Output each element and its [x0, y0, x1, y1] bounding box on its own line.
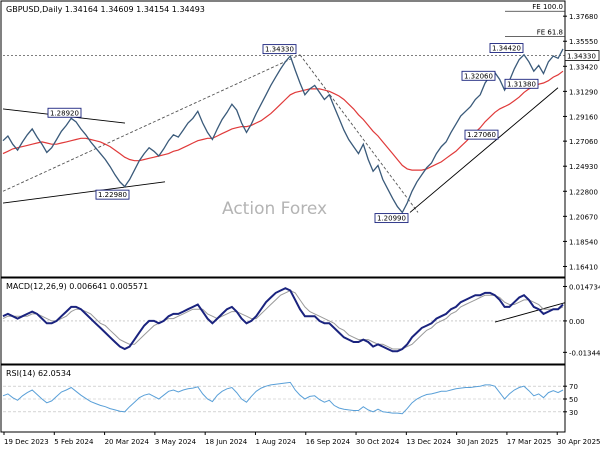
macd-y-tick-label: 0.014734: [569, 283, 600, 291]
rising-dashed-line: [2, 54, 301, 192]
annotation-box: [374, 213, 409, 224]
macd-signal-line: [2, 289, 564, 350]
watermark: Action Forex: [222, 199, 327, 219]
price-y-tick-label: 1.20670: [569, 213, 598, 221]
x-tick-label: 13 Dec 2024: [406, 438, 451, 446]
x-tick-label: 17 Mar 2025: [507, 438, 551, 446]
fib-level-label: FE 100.0: [532, 3, 563, 11]
x-tick-label: 30 Apr 2025: [557, 438, 600, 446]
macd-trendline: [494, 302, 566, 323]
price-y-tick-label: 1.27060: [569, 138, 598, 146]
price-panel-title: GBPUSD,Daily 1.34164 1.34609 1.34154 1.3…: [6, 5, 205, 14]
trendlines: [2, 54, 566, 323]
rising-support-line: [409, 87, 559, 213]
macd-panel-title: MACD(12,26,9) 0.006641 0.005571: [6, 282, 148, 291]
price-y-tick-label: 1.22800: [569, 188, 598, 196]
x-tick-labels: 19 Dec 2023 5 Feb 2024 20 Mar 2024 3 May 20…: [3, 432, 600, 446]
channel-lower-line: [2, 181, 166, 204]
annotation-label: 1.34330: [265, 46, 294, 54]
annotation-label: 1.22980: [98, 191, 127, 199]
annotation-label: 1.27060: [467, 131, 496, 139]
fib-levels: FE 100.0 FE 61.8: [505, 3, 565, 37]
falling-dashed-line: [299, 54, 419, 213]
macd-line: [2, 287, 564, 353]
x-tick-label: 1 Aug 2024: [255, 438, 296, 446]
annotation-label: 1.31380: [507, 80, 536, 88]
x-tick-label: 20 Mar 2024: [105, 438, 150, 446]
x-tick-label: 18 Jun 2024: [205, 438, 248, 446]
rsi-line: [2, 381, 564, 415]
x-tick-label: 30 Jan 2025: [457, 438, 499, 446]
price-y-tick-label: 1.24930: [569, 163, 598, 171]
rsi-y-tick-label: 50: [569, 396, 578, 404]
annotation-box: [461, 70, 496, 81]
macd-y-tick-label: 0.00: [569, 318, 585, 326]
price-y-tick-label: 1.29160: [569, 113, 598, 121]
x-tick-label: 16 Sep 2024: [306, 438, 351, 446]
price-y-tick-label: 1.31290: [569, 88, 598, 96]
price-y-tick-label: 1.18540: [569, 238, 598, 246]
annotation-box: [464, 129, 499, 140]
rsi-panel-title: RSI(14) 62.0534: [6, 369, 71, 378]
price-annotations: 1.28920 1.22980 1.34330 1.20990 1.27060 1.320…: [47, 43, 539, 224]
x-tick-label: 30 Oct 2024: [356, 438, 400, 446]
annotation-label: 1.34420: [492, 45, 521, 53]
rsi-y-tick-label: 70: [569, 383, 578, 391]
annotation-label: 1.20990: [377, 215, 406, 223]
annotation-box: [262, 44, 297, 55]
fib-level-label: FE 61.8: [537, 29, 563, 37]
price-panel-frame: [0, 0, 566, 278]
current-price-tag: [564, 50, 600, 61]
grid-lines: [3, 55, 565, 413]
price-y-tick-label: 1.33420: [569, 63, 598, 71]
rsi-y-tick-label: 30: [569, 409, 578, 417]
price-line: [2, 48, 564, 214]
annotation-box: [95, 189, 130, 200]
annotation-box: [47, 107, 82, 118]
x-tick-label: 3 May 2024: [155, 438, 197, 446]
x-tick-label: 5 Feb 2024: [54, 438, 94, 446]
annotation-box: [504, 78, 539, 89]
annotation-box: [489, 43, 524, 53]
y-tick-labels: 1.37680 1.35550 1.33420 1.31290 1.29160 1.270…: [563, 13, 600, 417]
price-y-tick-label: 1.16410: [569, 263, 598, 271]
annotation-label: 1.32060: [464, 72, 493, 80]
price-y-tick-label: 1.37680: [569, 13, 598, 21]
current-price-label: 1.34330: [567, 53, 596, 61]
macd-y-tick-label: -0.013442: [569, 349, 600, 357]
annotation-label: 1.28920: [50, 109, 79, 117]
x-tick-label: 19 Dec 2023: [4, 438, 49, 446]
price-y-tick-label: 1.35550: [569, 38, 598, 46]
